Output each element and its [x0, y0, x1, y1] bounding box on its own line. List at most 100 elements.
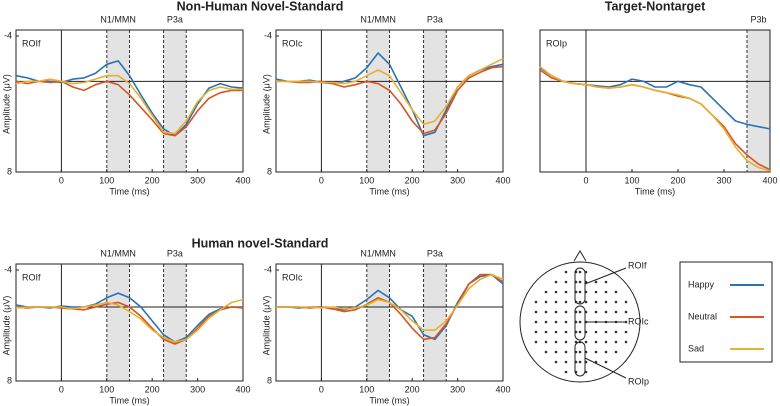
legend-label: Happy: [688, 279, 715, 289]
roi-label: ROIp: [628, 376, 649, 386]
window-label: P3a: [427, 248, 443, 258]
electrode: [564, 300, 568, 304]
erp-line: [539, 69, 771, 171]
electrode: [564, 320, 568, 324]
electrode: [564, 370, 568, 374]
electrode: [554, 310, 558, 314]
electrode: [584, 300, 588, 304]
time-window: [106, 30, 130, 172]
electrode: [534, 340, 538, 344]
x-axis-label: Time (ms): [369, 186, 409, 196]
panel-label: ROIc: [282, 38, 303, 48]
x-tick-label: 100: [624, 175, 639, 185]
electrode: [564, 360, 568, 364]
electrode: [604, 350, 608, 354]
panel-label: ROIp: [546, 38, 567, 48]
x-tick-label: 200: [145, 175, 160, 185]
time-window: [423, 264, 447, 381]
window-label: N1/MMN: [100, 14, 136, 24]
electrode: [578, 320, 582, 324]
x-tick-label: 400: [235, 175, 250, 185]
x-tick-label: 0: [59, 384, 64, 394]
electrode: [544, 320, 548, 324]
x-axis-label: Time (ms): [369, 395, 409, 405]
y-axis-label: Amplitude (μV): [1, 296, 11, 356]
erp-line: [15, 74, 243, 135]
plot-frame: [15, 29, 244, 173]
electrode: [554, 300, 558, 304]
window-label: N1/MMN: [360, 248, 396, 258]
electrode: [554, 320, 558, 324]
x-tick-label: 0: [319, 175, 324, 185]
x-tick-label: 300: [190, 384, 205, 394]
roi-label: ROIf: [628, 260, 647, 270]
x-tick-label: 200: [405, 384, 420, 394]
electrode: [594, 300, 598, 304]
electrode: [564, 270, 568, 274]
electrode: [578, 360, 582, 364]
electrode: [594, 330, 598, 334]
electrode: [604, 340, 608, 344]
electrode: [564, 280, 568, 284]
electrode: [578, 330, 582, 334]
head-map: ROIf ROIc ROIp: [519, 250, 649, 386]
plot-frame: [275, 29, 504, 173]
erp-line: [15, 298, 244, 343]
electrode: [564, 350, 568, 354]
x-axis-label: Time (ms): [635, 186, 675, 196]
electrode: [544, 350, 548, 354]
electrode: [604, 360, 608, 364]
panel-label: ROIf: [22, 38, 41, 48]
time-window: [163, 30, 187, 172]
panel-label: ROIc: [282, 272, 303, 282]
y-tick-label: -4: [4, 30, 12, 40]
plot-frame: [539, 29, 771, 173]
window-label: P3a: [427, 14, 443, 24]
y-tick-label: -4: [4, 264, 12, 274]
x-tick-label: 0: [319, 384, 324, 394]
electrode: [594, 340, 598, 344]
panel-label: ROIf: [22, 272, 41, 282]
time-window: [423, 30, 447, 172]
electrode: [544, 290, 548, 294]
y-tick-label: 8: [7, 166, 12, 176]
window-label: P3a: [167, 248, 183, 258]
time-window: [366, 30, 390, 172]
nose: [573, 250, 587, 262]
electrode: [564, 290, 568, 294]
electrode: [544, 300, 548, 304]
electrode: [578, 350, 582, 354]
electrode: [534, 310, 538, 314]
x-tick-label: 0: [59, 175, 64, 185]
electrode: [554, 350, 558, 354]
roi-outline: [574, 305, 586, 341]
legend-label: Neutral: [688, 311, 717, 321]
roi-outline: [574, 267, 586, 305]
erp-line: [539, 65, 771, 172]
electrode: [584, 340, 588, 344]
window-label: P3b: [750, 14, 766, 24]
electrode: [594, 350, 598, 354]
legend-box: [679, 261, 773, 363]
legend-label: Sad: [688, 343, 704, 353]
x-axis-label: Time (ms): [109, 395, 149, 405]
electrode: [614, 300, 618, 304]
chart-title: Human novel-Standard: [192, 236, 329, 250]
x-tick-label: 0: [583, 175, 588, 185]
electrode: [564, 330, 568, 334]
y-axis-label: Amplitude (μV): [1, 74, 11, 134]
y-tick-label: -4: [264, 30, 272, 40]
y-tick-label: -4: [264, 264, 272, 274]
x-tick-label: 100: [99, 175, 114, 185]
electrode: [534, 300, 538, 304]
x-tick-label: 400: [495, 384, 510, 394]
electrode: [594, 310, 598, 314]
x-tick-label: 100: [359, 175, 374, 185]
electrode: [544, 310, 548, 314]
electrode: [564, 340, 568, 344]
x-tick-label: 100: [99, 384, 114, 394]
electrode: [544, 330, 548, 334]
x-tick-label: 300: [190, 175, 205, 185]
x-tick-label: 200: [145, 384, 160, 394]
